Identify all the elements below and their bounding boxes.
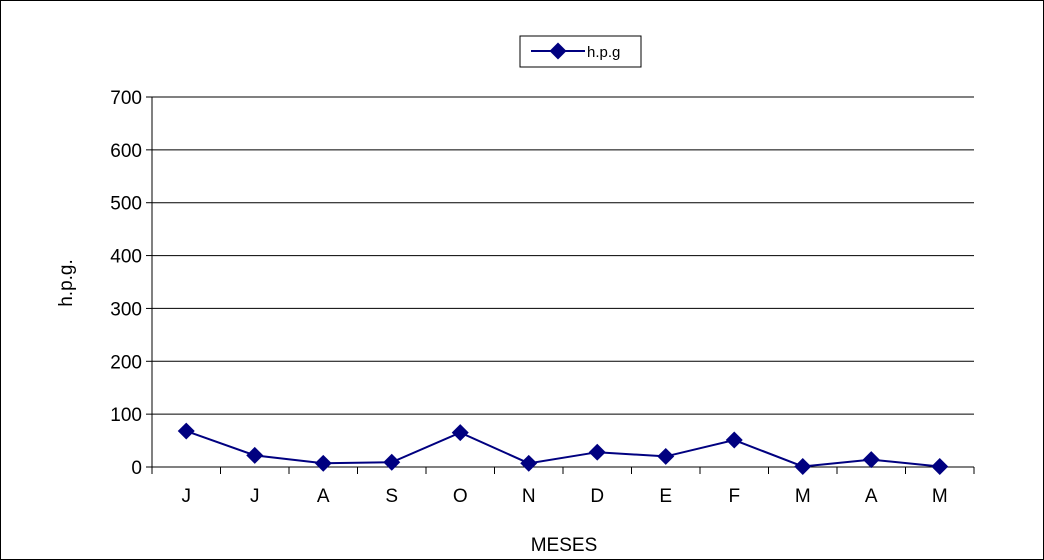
- legend-marker: [549, 42, 567, 60]
- data-point: [314, 454, 332, 472]
- data-point: [246, 446, 264, 464]
- y-tick-label: 0: [131, 458, 142, 479]
- x-tick-label: M: [795, 486, 811, 507]
- data-point: [931, 457, 949, 475]
- x-tick-label: S: [385, 486, 398, 507]
- y-axis-label: h.p.g.: [56, 259, 77, 307]
- y-tick-label: 500: [110, 194, 142, 215]
- x-tick-label: N: [522, 486, 536, 507]
- x-tick-label: E: [659, 486, 672, 507]
- y-tick-label: 300: [110, 299, 142, 320]
- series-group: [177, 422, 949, 475]
- x-tick-label: O: [453, 486, 468, 507]
- y-tick-label: 600: [110, 141, 142, 162]
- x-tick-label: A: [317, 486, 330, 507]
- data-point: [588, 443, 606, 461]
- y-tick-label: 100: [110, 405, 142, 426]
- gridlines: [152, 96, 974, 415]
- x-tick-label: A: [865, 486, 878, 507]
- series-line: [185, 430, 940, 468]
- x-tick-label: J: [182, 486, 192, 507]
- data-point: [862, 451, 880, 469]
- x-tick-label: J: [250, 486, 260, 507]
- axes: [146, 96, 975, 474]
- y-tick-label: 700: [110, 88, 142, 109]
- data-point: [725, 431, 743, 449]
- x-tick-label: D: [590, 486, 604, 507]
- legend: h.p.g: [519, 35, 642, 68]
- data-point: [794, 457, 812, 475]
- x-tick-label: F: [728, 486, 740, 507]
- data-point: [657, 447, 675, 465]
- y-tick-labels: 0 100 200 300 400 500 600 700: [110, 88, 142, 479]
- x-tick-label: M: [932, 486, 948, 507]
- y-tick-label: 200: [110, 352, 142, 373]
- data-point: [177, 422, 195, 440]
- x-axis-label: MESES: [531, 535, 598, 556]
- legend-label: h.p.g: [587, 44, 620, 61]
- data-point: [383, 453, 401, 471]
- data-point: [451, 424, 469, 442]
- y-tick-label: 400: [110, 247, 142, 268]
- data-point: [520, 454, 538, 472]
